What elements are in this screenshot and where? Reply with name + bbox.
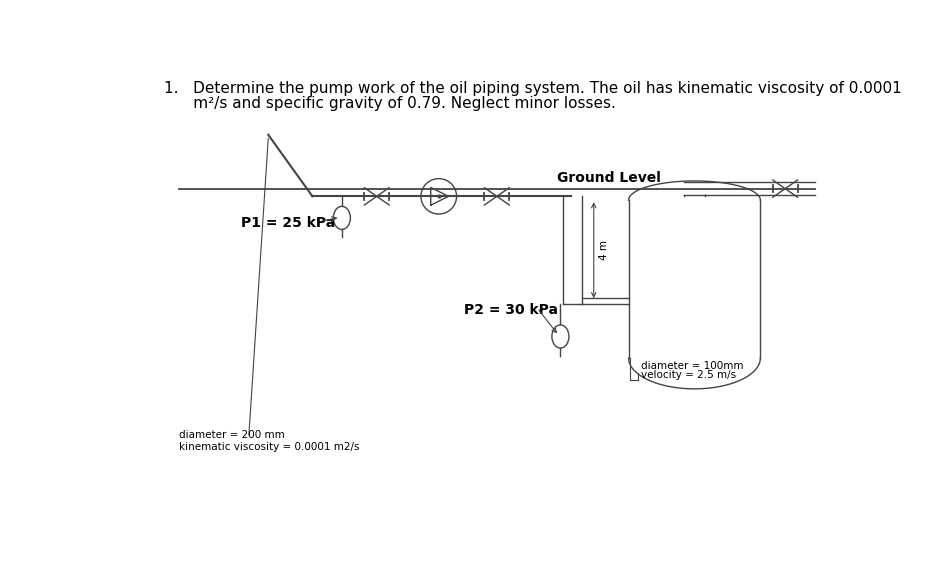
Text: velocity = 2.5 m/s: velocity = 2.5 m/s xyxy=(640,371,736,380)
Text: 1.   Determine the pump work of the oil piping system. The oil has kinematic vis: 1. Determine the pump work of the oil pi… xyxy=(164,81,900,96)
Text: 4 m: 4 m xyxy=(598,240,608,260)
Text: P2 = 30 kPa: P2 = 30 kPa xyxy=(464,303,558,316)
Text: Ground Level: Ground Level xyxy=(557,171,661,185)
Text: diameter = 200 mm: diameter = 200 mm xyxy=(179,430,285,440)
Text: m²/s and specific gravity of 0.79. Neglect minor losses.: m²/s and specific gravity of 0.79. Negle… xyxy=(164,96,615,111)
Text: P1 = 25 kPa: P1 = 25 kPa xyxy=(241,216,335,230)
Text: diameter = 100mm: diameter = 100mm xyxy=(640,361,743,371)
Text: kinematic viscosity = 0.0001 m2/s: kinematic viscosity = 0.0001 m2/s xyxy=(179,441,359,452)
